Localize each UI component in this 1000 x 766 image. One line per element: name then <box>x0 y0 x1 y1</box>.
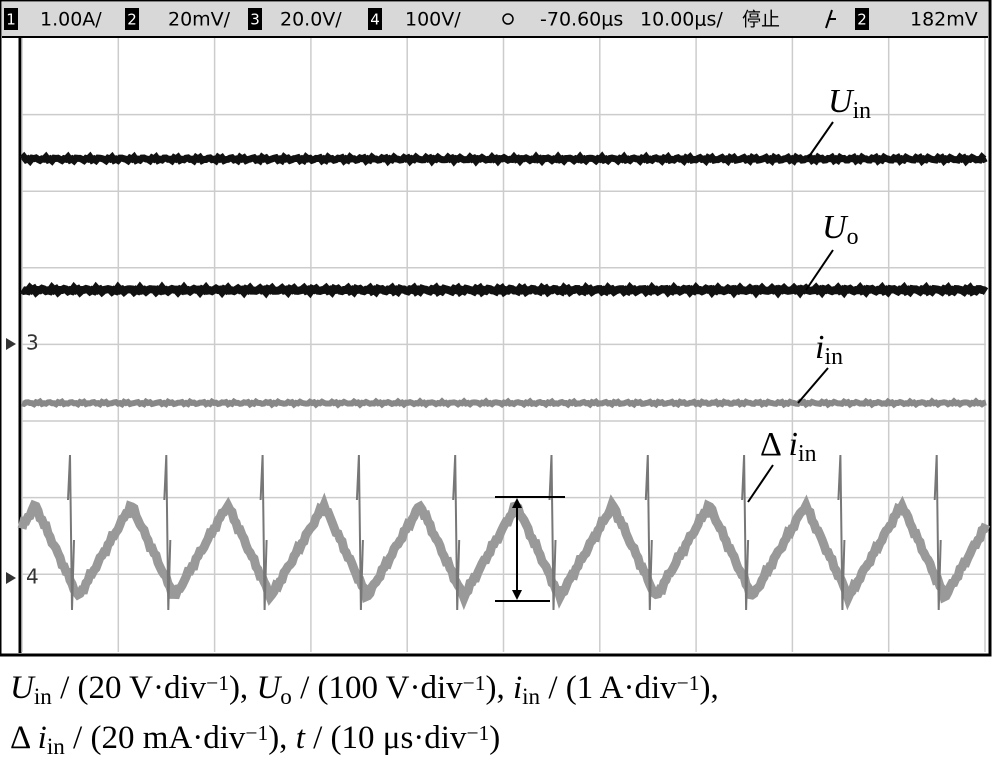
text-part: i <box>789 426 798 463</box>
status-text: 182mV <box>910 9 978 31</box>
channel-box <box>4 8 18 30</box>
spike <box>933 454 942 611</box>
text-part: U <box>10 670 36 706</box>
text-part: o <box>280 683 292 709</box>
status-text: 停止 <box>742 9 780 31</box>
trace-delta-iin <box>17 492 991 611</box>
text-part: in <box>34 683 52 709</box>
text-part: U <box>256 670 282 706</box>
channel-box <box>125 8 139 30</box>
text-part: ), <box>268 720 296 756</box>
text-part: −1 <box>466 721 489 745</box>
status-text: 20mV/ <box>168 9 231 31</box>
leaders <box>747 121 834 503</box>
caption: Uin / (20 V·div−1), Uo / (100 V·div−1), … <box>10 670 719 759</box>
channel-number: 2 <box>857 11 867 29</box>
rich-text: Δ iin / (20 mA·div−1), t / (10 μs·div−1) <box>10 720 500 759</box>
text-part: −1 <box>206 671 229 695</box>
marker-label: 3 <box>26 331 39 355</box>
text-part: / (10 μs·div <box>305 720 467 756</box>
spike <box>548 454 557 611</box>
status-text: 10.00μs/ <box>640 9 723 31</box>
text-part: Δ <box>10 720 38 756</box>
rich-text: Uo <box>822 209 858 250</box>
text-part: in <box>853 98 872 124</box>
text-part: o <box>847 224 859 250</box>
leader <box>797 367 829 404</box>
channel-number: 3 <box>250 11 260 29</box>
status-text: 100V/ <box>405 9 461 31</box>
channel-number: 1 <box>6 11 16 29</box>
marker-arrow <box>6 338 16 350</box>
rich-text: Uin / (20 V·div−1), Uo / (100 V·div−1), … <box>10 670 719 709</box>
trace-uin <box>19 151 988 167</box>
spike <box>741 454 750 611</box>
status-items: 1 1.00A/2 20mV/3 20.0V/4 100V/ -70.60μs 10.00μ… <box>4 8 978 589</box>
channel-box <box>368 8 382 30</box>
text-part: in <box>824 344 843 370</box>
text-part: U <box>828 83 855 120</box>
marker-label: 4 <box>26 565 39 589</box>
text-part: in <box>522 683 540 709</box>
channel-box <box>855 8 869 30</box>
leader <box>807 121 834 159</box>
status-text: 20.0V/ <box>280 9 342 31</box>
leader <box>805 249 834 291</box>
text-part: Δ <box>760 426 789 463</box>
spike <box>67 454 75 611</box>
status-text: -70.60μs <box>540 9 623 31</box>
channel-number: 4 <box>370 11 380 29</box>
intensity-icon <box>502 13 514 25</box>
spike <box>259 454 268 611</box>
marker-arrow <box>6 572 16 584</box>
text-part: −1 <box>677 671 700 695</box>
status-text: 1.00A/ <box>40 9 102 31</box>
text-part: in <box>798 441 817 467</box>
spike <box>452 454 461 611</box>
leader <box>747 464 774 503</box>
trace-uo <box>19 281 989 299</box>
text-part: ), <box>485 670 513 706</box>
spike <box>837 454 846 611</box>
text-part: / (100 V·div <box>292 670 463 706</box>
channel-box <box>248 8 262 30</box>
text-part: ) <box>489 720 500 756</box>
text-part: t <box>296 720 306 756</box>
text-part: i <box>513 670 522 706</box>
spike <box>163 454 172 611</box>
text-part: / (20 V·div <box>52 670 207 706</box>
text-part: i <box>815 329 824 366</box>
text-part: ), <box>699 670 718 706</box>
text-part: i <box>38 720 47 756</box>
rich-text: iin <box>815 329 843 370</box>
text-part: U <box>822 209 849 246</box>
trigger-icon <box>825 9 836 29</box>
traces <box>17 151 991 611</box>
text-part: / (20 mA·div <box>65 720 246 756</box>
text-part: −1 <box>245 721 268 745</box>
text-part: ), <box>229 670 257 706</box>
trace-iin <box>21 397 987 409</box>
channel-number: 2 <box>127 11 137 29</box>
text-part: −1 <box>463 671 486 695</box>
spike <box>355 454 364 611</box>
rich-text: Uin <box>828 83 871 124</box>
measurement <box>495 496 565 602</box>
spike <box>644 454 653 611</box>
rich-text: Δ iin <box>760 426 817 467</box>
text-part: in <box>47 733 65 759</box>
status-bar <box>2 2 988 36</box>
text-part: / (1 A·div <box>540 670 677 706</box>
